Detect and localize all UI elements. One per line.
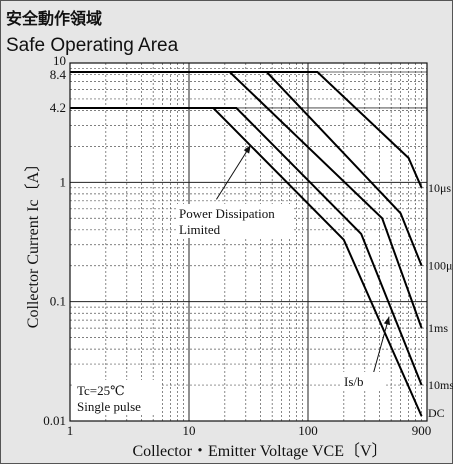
series-label-4: DC [428,406,445,420]
x-axis-label: Collector・Emitter Voltage VCE〔V〕 [132,442,387,460]
power-dissipation-label-bg [177,204,293,238]
series-label-2: 1ms [428,321,448,335]
x-tick-label: 100 [298,423,318,438]
plot-border [69,62,428,422]
second-breakdown-arrowhead [383,316,391,326]
power-dissipation-arrowhead [243,145,251,154]
power-dissipation-label-2: Limited [179,222,221,237]
power-dissipation-label-1: Power Dissipation [179,206,275,221]
series-labels: 10μs 100μs 1ms 10ms DC [428,181,453,420]
x-tick-label: 1 [67,423,74,438]
chart-title-english: Safe Operating Area [6,35,179,56]
y-tick-label: 1 [60,174,67,189]
second-breakdown-label: Is/b [344,374,364,389]
y-tick-label: 4.2 [50,100,66,115]
second-breakdown-arrow [372,316,390,376]
y-tick-label: 8.4 [50,67,67,82]
series-label-3: 10ms [428,378,453,392]
condition-pulse: Single pulse [77,399,141,414]
condition-temperature: Tc=25℃ [77,383,125,398]
x-tick-label: 900 [412,423,432,438]
series-lines [70,71,423,417]
second-breakdown-label-bg [342,372,386,390]
series-line-2 [70,71,423,329]
minor-grid [70,63,427,421]
series-label-0: 10μs [428,181,451,195]
y-tick-label: 0.01 [43,413,66,428]
y-axis-label: Collector Current Ic〔A〕 [24,156,42,328]
power-dissipation-arrow [216,144,252,200]
chart-title-japanese: 安全動作領域 [6,9,103,28]
condition-label-bg [74,380,160,414]
y-tick-label: 0.1 [50,294,66,309]
y-tick-label: 10 [53,53,66,68]
x-tick-label: 10 [183,423,196,438]
series-label-1: 100μs [428,259,453,273]
plot-area [70,63,427,421]
series-line-4 [70,107,423,417]
